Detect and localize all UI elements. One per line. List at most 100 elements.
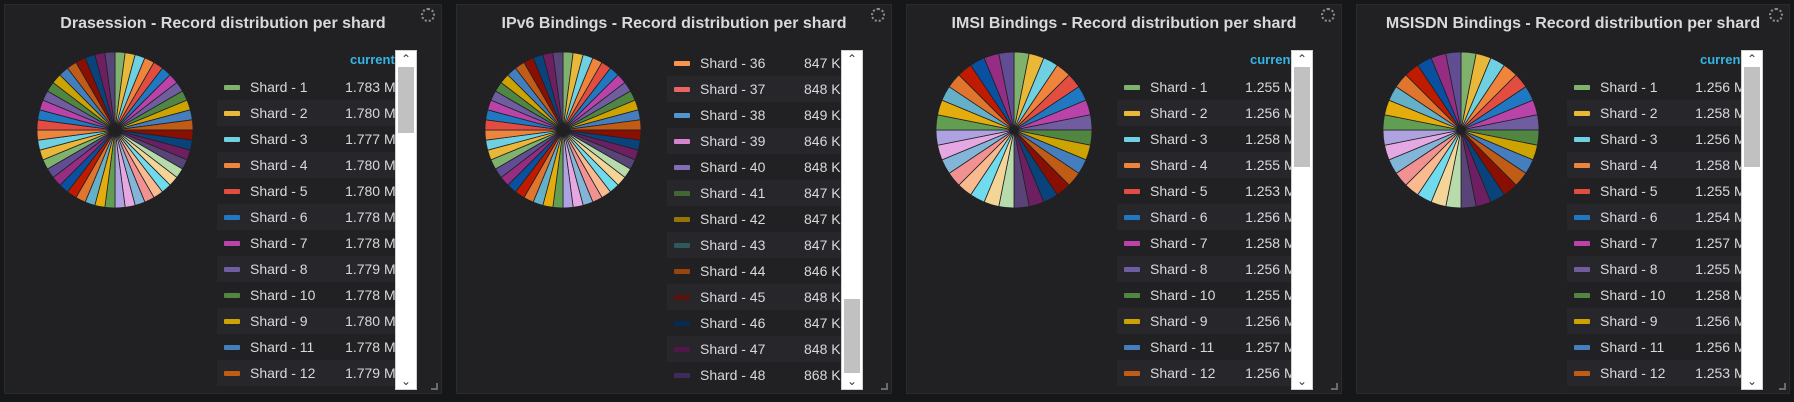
legend-swatch[interactable] <box>224 214 240 220</box>
resize-handle-icon[interactable] <box>431 383 438 390</box>
pie-slice[interactable] <box>552 51 564 131</box>
legend-swatch[interactable] <box>674 372 690 378</box>
legend-swatch[interactable] <box>1124 214 1140 220</box>
legend-swatch[interactable] <box>1574 162 1590 168</box>
legend-label[interactable]: Shard - 11 <box>250 339 315 355</box>
legend-swatch[interactable] <box>224 136 240 142</box>
legend-item[interactable]: Shard - 42 847 K <box>667 206 847 232</box>
legend-item[interactable]: Shard - 36 847 K <box>667 50 847 76</box>
legend-label[interactable]: Shard - 7 <box>1600 235 1658 251</box>
legend-item[interactable]: Shard - 48 868 K <box>667 362 847 388</box>
legend-label[interactable]: Shard - 7 <box>1150 235 1208 251</box>
scroll-up-icon[interactable]: ⌃ <box>846 52 858 66</box>
scroll-thumb[interactable] <box>1294 67 1310 167</box>
legend-swatch[interactable] <box>674 294 690 300</box>
legend-label[interactable]: Shard - 10 <box>1600 287 1666 303</box>
scroll-up-icon[interactable]: ⌃ <box>400 52 412 66</box>
legend-label[interactable]: Shard - 8 <box>1600 261 1658 277</box>
legend-item[interactable]: Shard - 4 1.780 Mil <box>217 152 397 178</box>
legend-label[interactable]: Shard - 3 <box>1150 131 1208 147</box>
legend-item[interactable]: Shard - 10 1.778 Mil <box>217 282 397 308</box>
legend-item[interactable]: Shard - 2 1.256 Mil <box>1117 100 1297 126</box>
legend-item[interactable]: Shard - 10 1.255 Mil <box>1117 282 1297 308</box>
legend-swatch[interactable] <box>224 84 240 90</box>
legend-label[interactable]: Shard - 7 <box>250 235 308 251</box>
legend-label[interactable]: Shard - 11 <box>1150 339 1215 355</box>
legend-item[interactable]: Shard - 4 1.258 Mil <box>1567 152 1747 178</box>
scroll-up-icon[interactable]: ⌃ <box>1296 52 1308 66</box>
legend-label[interactable]: Shard - 6 <box>1600 209 1658 225</box>
legend-label[interactable]: Shard - 9 <box>250 313 308 329</box>
legend-swatch[interactable] <box>1574 370 1590 376</box>
legend-swatch[interactable] <box>674 242 690 248</box>
legend-label[interactable]: Shard - 47 <box>700 341 766 357</box>
legend-item[interactable]: Shard - 3 1.258 Mil <box>1117 126 1297 152</box>
legend-item[interactable]: Shard - 6 1.778 Mil <box>217 204 397 230</box>
legend-label[interactable]: Shard - 2 <box>1600 105 1658 121</box>
legend-label[interactable]: Shard - 42 <box>700 211 766 227</box>
legend-label[interactable]: Shard - 10 <box>1150 287 1216 303</box>
legend-item[interactable]: Shard - 12 1.779 Mil <box>217 360 397 386</box>
legend-item[interactable]: Shard - 3 1.256 Mil <box>1567 126 1747 152</box>
legend-item[interactable]: Shard - 11 1.257 Mil <box>1117 334 1297 360</box>
scroll-thumb[interactable] <box>398 67 414 133</box>
legend-swatch[interactable] <box>1124 162 1140 168</box>
legend-label[interactable]: Shard - 40 <box>700 159 766 175</box>
legend-item[interactable]: Shard - 5 1.255 Mil <box>1567 178 1747 204</box>
legend-item[interactable]: Shard - 10 1.258 Mil <box>1567 282 1747 308</box>
legend-swatch[interactable] <box>674 268 690 274</box>
legend-label[interactable]: Shard - 4 <box>1150 157 1208 173</box>
legend-scrollbar[interactable]: ⌃ ⌄ <box>841 50 863 390</box>
legend-item[interactable]: Shard - 2 1.780 Mil <box>217 100 397 126</box>
legend-swatch[interactable] <box>1124 240 1140 246</box>
legend-swatch[interactable] <box>1574 84 1590 90</box>
legend-swatch[interactable] <box>674 216 690 222</box>
legend-swatch[interactable] <box>1574 292 1590 298</box>
scroll-thumb[interactable] <box>1744 67 1760 167</box>
scroll-down-icon[interactable]: ⌄ <box>846 374 858 388</box>
legend-item[interactable]: Shard - 2 1.258 Mil <box>1567 100 1747 126</box>
legend-label[interactable]: Shard - 3 <box>250 131 308 147</box>
legend-swatch[interactable] <box>1574 266 1590 272</box>
legend-item[interactable]: Shard - 8 1.256 Mil <box>1117 256 1297 282</box>
panel-title[interactable]: MSISDN Bindings - Record distribution pe… <box>1385 15 1761 32</box>
legend-swatch[interactable] <box>674 86 690 92</box>
legend-item[interactable]: Shard - 40 848 K <box>667 154 847 180</box>
legend-label[interactable]: Shard - 46 <box>700 315 766 331</box>
legend-label[interactable]: Shard - 3 <box>1600 131 1658 147</box>
legend-swatch[interactable] <box>1574 110 1590 116</box>
legend-item[interactable]: Shard - 5 1.253 Mil <box>1117 178 1297 204</box>
legend-item[interactable]: Shard - 3 1.777 Mil <box>217 126 397 152</box>
legend-label[interactable]: Shard - 5 <box>1600 183 1658 199</box>
legend-label[interactable]: Shard - 43 <box>700 237 766 253</box>
legend-item[interactable]: Shard - 47 848 K <box>667 336 847 362</box>
legend-item[interactable]: Shard - 1 1.783 Mil <box>217 74 397 100</box>
legend-item[interactable]: Shard - 44 846 K <box>667 258 847 284</box>
legend-label[interactable]: Shard - 6 <box>250 209 308 225</box>
legend-item[interactable]: Shard - 1 1.256 Mil <box>1567 74 1747 100</box>
legend-item[interactable]: Shard - 7 1.258 Mil <box>1117 230 1297 256</box>
legend-label[interactable]: Shard - 44 <box>700 263 766 279</box>
legend-label[interactable]: Shard - 11 <box>1600 339 1665 355</box>
legend-item[interactable]: Shard - 1 1.255 Mil <box>1117 74 1297 100</box>
resize-handle-icon[interactable] <box>1331 383 1338 390</box>
scroll-down-icon[interactable]: ⌄ <box>1296 374 1308 388</box>
legend-swatch[interactable] <box>1574 240 1590 246</box>
panel-title[interactable]: IMSI Bindings - Record distribution per … <box>951 15 1297 32</box>
legend-item[interactable]: Shard - 12 1.253 Mil <box>1567 360 1747 386</box>
resize-handle-icon[interactable] <box>1779 383 1786 390</box>
legend-item[interactable]: Shard - 8 1.779 Mil <box>217 256 397 282</box>
legend-label[interactable]: Shard - 10 <box>250 287 316 303</box>
legend-swatch[interactable] <box>224 292 240 298</box>
panel-title[interactable]: IPv6 Bindings - Record distribution per … <box>501 15 847 32</box>
legend-item[interactable]: Shard - 4 1.255 Mil <box>1117 152 1297 178</box>
legend-item[interactable]: Shard - 6 1.254 Mil <box>1567 204 1747 230</box>
legend-item[interactable]: Shard - 8 1.255 Mil <box>1567 256 1747 282</box>
scroll-down-icon[interactable]: ⌄ <box>1746 374 1758 388</box>
legend-swatch[interactable] <box>1124 292 1140 298</box>
panel-title[interactable]: Drasession - Record distribution per sha… <box>60 15 386 32</box>
legend-scrollbar[interactable]: ⌃ ⌄ <box>1291 50 1313 390</box>
legend-label[interactable]: Shard - 1 <box>250 79 308 95</box>
pie-slice[interactable] <box>104 51 116 131</box>
legend-label[interactable]: Shard - 12 <box>250 365 316 381</box>
